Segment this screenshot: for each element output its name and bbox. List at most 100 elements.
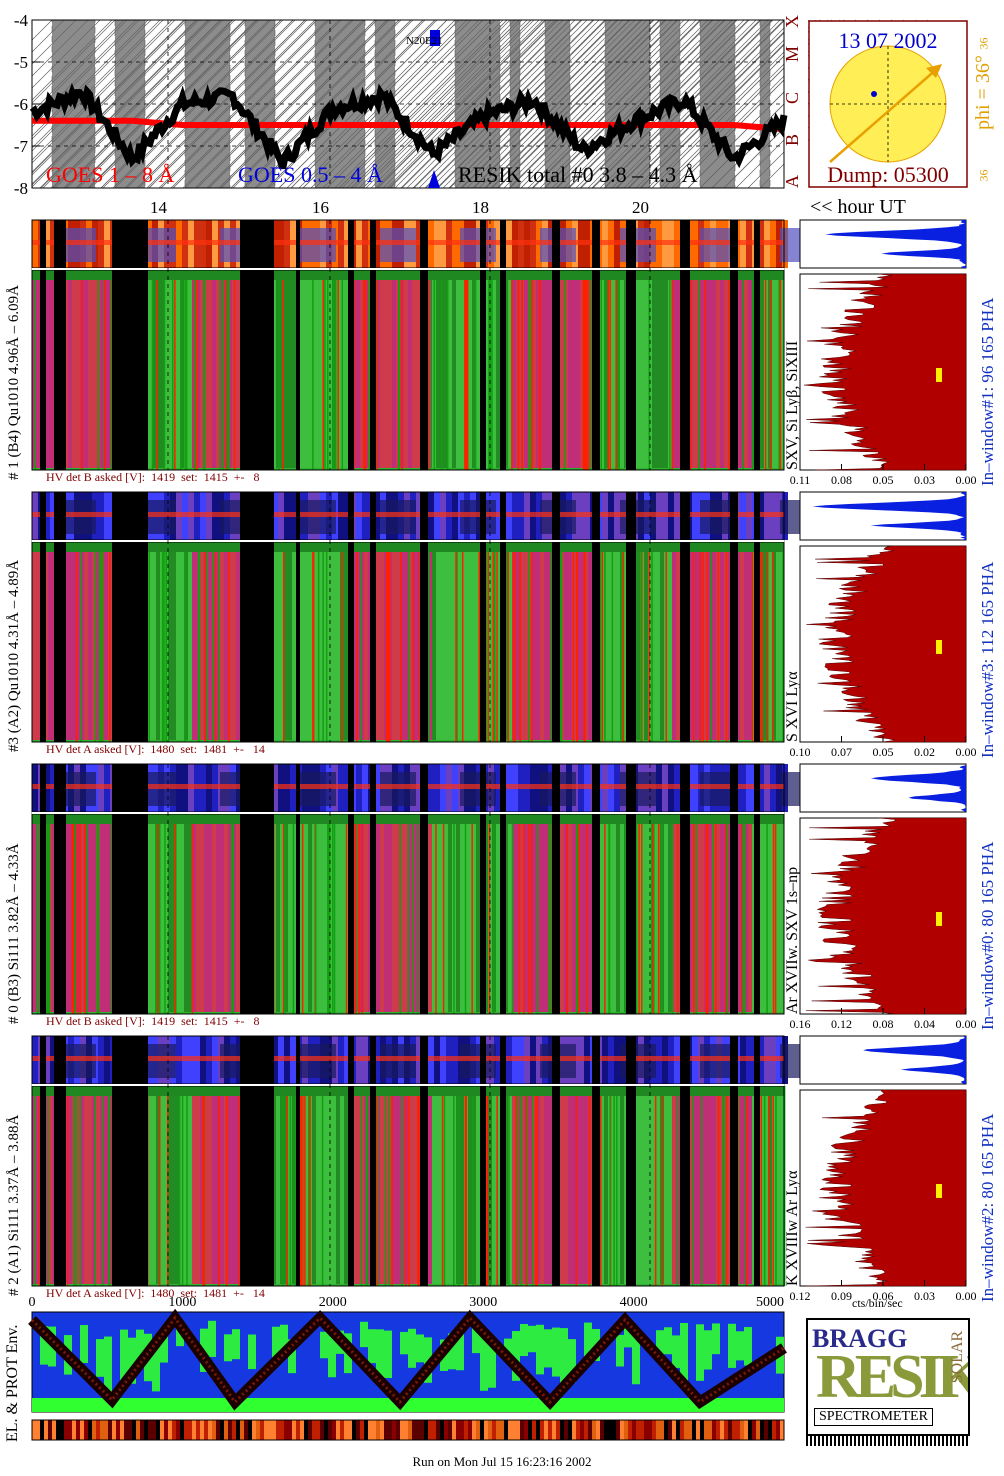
resik-total-curve	[29, 82, 788, 170]
window-marker	[936, 640, 942, 654]
flare-class-label: X	[782, 15, 802, 28]
logo-spectrometer: SPECTROMETER	[814, 1408, 933, 1426]
time-unit-label: << hour UT	[810, 196, 906, 218]
legend-resik: RESIK total #0 3.8 – 4.3 Å	[458, 162, 698, 187]
pha-histogram	[863, 1036, 966, 1084]
channel-lines: K XVIIIw Ar Lyα	[784, 1170, 801, 1286]
spectrum-x-tick: 0.03	[914, 1289, 935, 1303]
goes-y-tick: -5	[14, 53, 28, 72]
goes-grid	[0, 0, 810, 200]
time-tick: 18	[472, 198, 489, 217]
flare-class-label: B	[782, 134, 802, 146]
channel-title: # 0 (B3) Si111 3.82Å – 4.33Å	[6, 843, 22, 1024]
channel-lines: Ar XVIIw. SXV 1s–np	[784, 866, 801, 1014]
channel-panel-ch2: 0.12 0.09 0.06 0.03 0.00 HV det A asked [V]: …	[0, 1034, 1004, 1304]
spectrum-x-tick: 0.05	[873, 745, 894, 759]
logo-resik: RESIK	[816, 1343, 970, 1411]
window-marker	[936, 1184, 942, 1198]
hv-label: HV det B asked [V]: 1419 set: 1415 +- 8	[46, 1014, 260, 1028]
phi-small-bottom: 36	[976, 169, 991, 182]
time-tick: 16	[312, 198, 329, 217]
flare-class-label: A	[782, 175, 802, 188]
goes-y-ticks: -4 -5 -6 -7 -8	[14, 11, 40, 198]
spectrum-x-tick: 0.08	[873, 1017, 894, 1031]
channel-title: #3 (A2) Qu1010 4.31Å – 4.89Å	[6, 559, 22, 752]
channel-svg: 0.11 0.08 0.05 0.03 0.00	[31, 219, 977, 487]
spectrum-x-tick: 0.07	[831, 745, 852, 759]
channel-panel-ch0: 0.16 0.12 0.08 0.04 0.00 HV det B asked [V]: …	[0, 762, 1004, 1032]
window-marker	[936, 912, 942, 926]
channel-panel-ch3: 0.10 0.07 0.05 0.02 0.00 HV det A asked [V]: …	[0, 490, 1004, 760]
spectrum-x-tick: 0.04	[914, 1017, 935, 1031]
env-x-tick: 3000	[469, 1295, 497, 1310]
resik-logo: BRAGG RESIK SOLAR SPECTROMETER	[806, 1318, 970, 1436]
spectrum-x-tick: 0.10	[790, 745, 811, 759]
hv-label: HV det B asked [V]: 1419 set: 1415 +- 8	[46, 470, 260, 484]
spectrum-x-tick: 0.12	[831, 1017, 852, 1031]
footer-run-stamp: Run on Mon Jul 15 16:23:16 2002	[412, 1454, 592, 1469]
goes-panel: -4 -5 -6 -7 -8 X M C B A N20E21 GOES 1 – 8 Å GOE…	[0, 0, 929, 200]
env-x-ticks: 0 1000 2000 3000 4000 5000	[29, 1295, 785, 1310]
time-tick: 20	[632, 198, 649, 217]
blue-arrow-icon	[428, 170, 440, 188]
env-x-tick: 1000	[168, 1295, 196, 1310]
env-panel: 0 1000 2000 3000 4000 5000	[28, 1295, 787, 1441]
sun-date: 13 07 2002	[839, 28, 938, 53]
window-label: In–window#1: 96 165 PHA	[978, 297, 997, 486]
spectrum-x-tick: 0.00	[956, 1289, 977, 1303]
legend-goes-1-8: GOES 1 – 8 Å	[46, 162, 174, 187]
spectrum-x-tick: 0.03	[914, 473, 935, 487]
spectrum-x-tick: 0.02	[914, 745, 935, 759]
phi-small-top: 36	[976, 37, 991, 50]
gap-columns	[40, 220, 760, 470]
flare-class-label: M	[782, 46, 802, 62]
window-label: In–window#2: 80 165 PHA	[978, 1113, 997, 1302]
goes-y-tick: -7	[14, 137, 29, 156]
spectrum-x-tick: 0.00	[956, 473, 977, 487]
channel-svg: 0.10 0.07 0.05 0.02 0.00	[31, 491, 977, 759]
spectrum-x-tick: 0.12	[790, 1289, 811, 1303]
spectrum-x-tick: 0.16	[790, 1017, 811, 1031]
time-tick: 14	[150, 198, 167, 217]
env-color-strip	[31, 1419, 785, 1441]
spectrum-x-tick: 0.11	[790, 473, 811, 487]
line-spectrum	[805, 1089, 967, 1287]
pha-histogram	[825, 220, 966, 268]
cts-axis-label: cts/bin/sec	[852, 1296, 903, 1310]
hv-label: HV det A asked [V]: 1480 set: 1481 +- 14	[46, 1286, 265, 1300]
channel-title: # 2 (A1) Si111 3.37Å – 3.88Å	[6, 1114, 22, 1296]
phi-arrow-icon	[829, 67, 939, 163]
region-marker	[430, 30, 440, 46]
channel-lines: S XVI Lyα	[784, 671, 801, 742]
sun-panel: 13 07 2002 Dump: 05300	[808, 20, 968, 188]
dump-label: Dump: 05300	[827, 162, 949, 187]
env-x-tick: 0	[29, 1295, 36, 1310]
env-label: EL. & PROT Env.	[4, 1324, 21, 1442]
spectrum-x-tick: 0.05	[873, 473, 894, 487]
flare-class-labels: X M C B A	[782, 15, 802, 188]
line-spectrum	[806, 545, 967, 743]
hv-label: HV det A asked [V]: 1480 set: 1481 +- 14	[46, 742, 265, 756]
channel-title: # 1 (B4) Qu1010 4.96Å – 6.09Å	[6, 285, 22, 480]
goes-y-tick: -8	[14, 179, 28, 198]
gap-columns	[40, 492, 760, 742]
logo-fine-print	[806, 1436, 970, 1446]
spectrogram	[32, 1086, 786, 1286]
flare-class-label: C	[782, 92, 802, 104]
goes-y-tick: -4	[14, 11, 29, 30]
phi-label: phi = 36°	[972, 55, 994, 130]
env-x-tick: 2000	[319, 1295, 347, 1310]
spectrum-x-tick: 0.00	[956, 1017, 977, 1031]
spectrum-x-tick: 0.00	[956, 745, 977, 759]
env-orbit-trace-inner	[30, 1315, 785, 1405]
region-label: N20E21	[406, 35, 443, 47]
channel-svg: 0.12 0.09 0.06 0.03 0.00	[31, 1035, 977, 1303]
goes-y-tick: -6	[14, 95, 28, 114]
spectrum-x-tick: 0.06	[873, 1289, 894, 1303]
channel-lines: SXV, Si Lyβ, SiXIII	[784, 340, 801, 470]
active-region-dot	[871, 91, 877, 97]
logo-solar: SOLAR	[949, 1330, 967, 1384]
env-x-tick: 5000	[756, 1295, 784, 1310]
window-label: In–window#0: 80 165 PHA	[978, 841, 997, 1030]
gap-columns	[40, 1036, 760, 1286]
